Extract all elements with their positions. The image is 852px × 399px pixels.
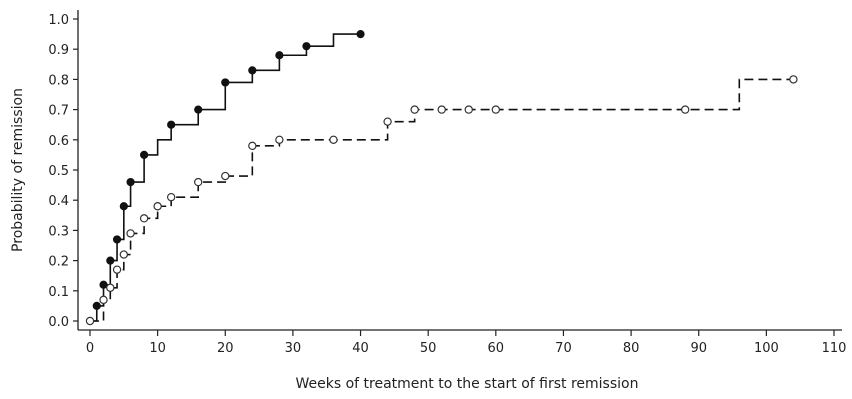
y-tick-label: 0.9 bbox=[48, 43, 69, 58]
x-tick-label: 90 bbox=[690, 341, 707, 356]
data-point bbox=[112, 265, 122, 274]
data-point bbox=[789, 75, 798, 84]
data-point bbox=[92, 301, 101, 310]
data-point bbox=[99, 280, 108, 289]
data-point bbox=[248, 66, 257, 75]
x-tick-label: 50 bbox=[420, 341, 437, 356]
x-tick-label: 0 bbox=[86, 341, 94, 356]
data-point bbox=[106, 256, 115, 265]
y-tick-label: 0.5 bbox=[48, 164, 69, 179]
data-point bbox=[437, 105, 446, 114]
data-point bbox=[221, 171, 230, 181]
data-point bbox=[153, 202, 162, 211]
data-point bbox=[194, 177, 203, 187]
data-point bbox=[119, 202, 128, 211]
x-tick-label: 110 bbox=[822, 341, 847, 356]
series-2 bbox=[85, 75, 798, 326]
data-point bbox=[139, 214, 149, 223]
data-point bbox=[302, 42, 311, 51]
y-tick-label: 1.0 bbox=[48, 13, 69, 28]
x-tick-label: 80 bbox=[623, 341, 640, 356]
x-tick-label: 20 bbox=[217, 341, 234, 356]
data-point bbox=[356, 29, 365, 39]
y-tick-label: 0.0 bbox=[48, 315, 69, 330]
y-axis-title: Probability of remission bbox=[10, 88, 26, 252]
data-point bbox=[221, 78, 230, 87]
y-tick-label: 0.8 bbox=[48, 73, 69, 88]
data-point bbox=[329, 135, 338, 144]
data-point bbox=[119, 250, 129, 259]
x-tick-label: 60 bbox=[488, 341, 505, 356]
y-tick-label: 0.3 bbox=[48, 224, 69, 239]
y-tick-label: 0.2 bbox=[48, 255, 69, 270]
data-point bbox=[112, 235, 122, 244]
y-tick-label: 0.1 bbox=[48, 285, 69, 300]
data-point bbox=[275, 135, 284, 144]
x-tick-label: 70 bbox=[555, 341, 572, 356]
data-point bbox=[166, 192, 176, 202]
data-point bbox=[464, 105, 473, 114]
series-line bbox=[90, 78, 794, 322]
y-tick-label: 0.6 bbox=[48, 134, 69, 149]
data-point bbox=[99, 295, 108, 305]
data-point bbox=[383, 117, 392, 126]
x-tick-label: 100 bbox=[754, 341, 779, 356]
data-point bbox=[410, 105, 419, 114]
data-point bbox=[681, 105, 690, 114]
y-axis: 0.0 0.1 0.2 0.3 0.4 0.5 0.6 0.7 0.8 0.9 1.0 bbox=[48, 10, 79, 330]
x-tick-label: 40 bbox=[352, 341, 369, 356]
x-axis: 0 10 20 30 40 50 60 70 80 90 100 110 bbox=[78, 329, 847, 356]
data-point bbox=[126, 177, 135, 187]
x-tick-label: 10 bbox=[149, 341, 166, 356]
x-tick-label: 30 bbox=[285, 341, 302, 356]
y-tick-label: 0.7 bbox=[48, 104, 69, 119]
data-point bbox=[126, 229, 135, 238]
y-tick-label: 0.4 bbox=[48, 194, 69, 209]
data-point bbox=[167, 120, 176, 129]
data-point bbox=[275, 51, 284, 60]
data-point bbox=[140, 150, 149, 159]
data-point bbox=[85, 316, 95, 326]
data-point bbox=[194, 105, 203, 114]
series-1 bbox=[90, 29, 365, 322]
data-point bbox=[248, 141, 257, 151]
series-layer bbox=[85, 29, 798, 326]
data-point bbox=[106, 283, 115, 292]
x-axis-title: Weeks of treatment to the start of first… bbox=[296, 376, 639, 392]
data-point bbox=[491, 105, 501, 114]
